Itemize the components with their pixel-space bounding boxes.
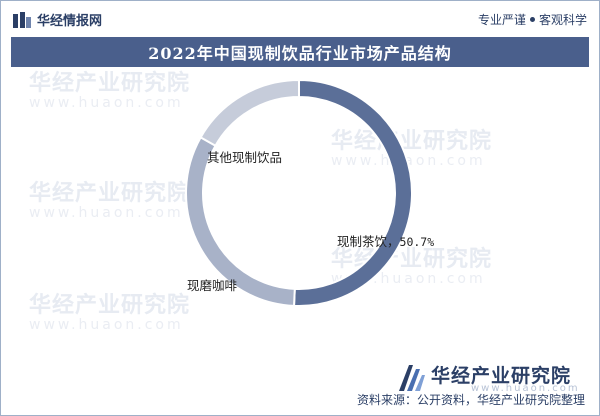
slogan-left: 专业严谨 [477,13,526,27]
label-other-name: 其他现制饮品 [207,150,283,165]
label-coffee: 现磨咖啡 [187,275,237,294]
brand: 华经情报网 [13,10,102,29]
slice-tea [292,78,413,307]
watermark-url: www.huaon.com [29,205,184,221]
footer-logo: 华经产业研究院 [399,361,571,391]
label-other: 其他现制饮品 [207,147,282,166]
label-tea: 现制茶饮，50.7% [337,234,435,249]
header-bar: 华经情报网 专业严谨 客观科学 [1,1,599,37]
footer-logo-text: 华经产业研究院 [431,365,572,387]
watermark-text: 华经产业研究院 [29,293,191,318]
watermark-text: 华经产业研究院 [331,129,493,154]
label-coffee-name: 现磨咖啡 [187,278,238,293]
brand-logo-icon [13,11,31,28]
footer-logo-url: www.huaon.com [471,383,580,394]
slogan: 专业严谨 客观科学 [478,11,587,28]
slice-other [199,78,300,148]
slogan-right: 客观科学 [538,13,587,27]
watermark-text: 华经产业研究院 [29,71,191,96]
watermark-url: www.huaon.com [29,95,184,111]
slogan-dot-icon [529,17,535,22]
footer-logo-icon [399,365,425,391]
brand-name: 华经情报网 [37,14,103,29]
source-note: 资料来源：公开资料，华经产业研究院整理 [356,393,585,407]
title-band: 2022年中国现制饮品行业市场产品结构 [11,37,589,67]
watermark-url: www.huaon.com [29,317,184,333]
watermark-text: 华经产业研究院 [29,181,191,206]
label-tea-name: 现制茶饮 [337,234,388,249]
chart-title: 2022年中国现制饮品行业市场产品结构 [148,44,452,63]
donut-chart [185,78,413,307]
label-tea-pct: 50.7% [399,235,435,249]
